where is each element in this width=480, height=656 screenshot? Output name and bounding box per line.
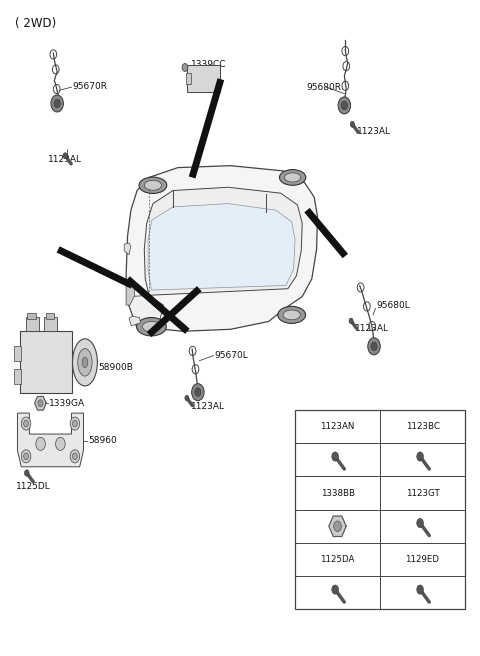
Circle shape <box>341 101 348 110</box>
Bar <box>295 410 465 609</box>
Polygon shape <box>329 516 346 537</box>
Circle shape <box>368 338 380 355</box>
Polygon shape <box>124 243 131 255</box>
Circle shape <box>417 452 423 461</box>
Bar <box>14 369 21 384</box>
Ellipse shape <box>144 180 161 190</box>
Circle shape <box>51 95 63 112</box>
Circle shape <box>338 97 350 114</box>
Text: 95680L: 95680L <box>376 300 410 310</box>
Circle shape <box>21 417 31 430</box>
Bar <box>25 317 39 331</box>
Bar <box>27 313 36 319</box>
Circle shape <box>36 438 45 451</box>
Circle shape <box>38 400 43 407</box>
Polygon shape <box>129 316 141 326</box>
Circle shape <box>195 388 201 396</box>
Text: 95670L: 95670L <box>215 351 248 360</box>
Polygon shape <box>126 282 135 305</box>
Polygon shape <box>17 413 84 467</box>
Ellipse shape <box>278 306 306 323</box>
Circle shape <box>72 453 77 460</box>
Text: 1123AL: 1123AL <box>48 155 82 164</box>
Text: 1125DL: 1125DL <box>16 482 51 491</box>
Circle shape <box>349 318 353 323</box>
Ellipse shape <box>139 177 167 194</box>
Ellipse shape <box>72 338 97 386</box>
Circle shape <box>417 585 423 594</box>
Polygon shape <box>148 203 295 290</box>
Polygon shape <box>35 396 46 410</box>
Ellipse shape <box>137 318 166 336</box>
Bar <box>46 313 54 319</box>
Circle shape <box>332 585 338 594</box>
Text: 1123AL: 1123AL <box>357 127 391 136</box>
Text: 1338BB: 1338BB <box>321 489 355 497</box>
Ellipse shape <box>279 170 306 185</box>
Polygon shape <box>144 187 302 295</box>
Ellipse shape <box>283 310 300 320</box>
Text: 58900B: 58900B <box>98 363 133 372</box>
Polygon shape <box>126 166 318 331</box>
Text: 58960: 58960 <box>88 436 117 445</box>
Text: 1123GT: 1123GT <box>406 489 439 497</box>
Text: 1123BC: 1123BC <box>406 422 439 431</box>
Text: 1123AL: 1123AL <box>355 323 389 333</box>
Text: 1129ED: 1129ED <box>406 555 440 564</box>
Bar <box>20 331 72 394</box>
Ellipse shape <box>143 321 160 332</box>
Circle shape <box>63 153 67 159</box>
Bar <box>186 73 191 85</box>
Circle shape <box>417 518 423 527</box>
Text: 1339CC: 1339CC <box>191 60 227 70</box>
Circle shape <box>54 99 60 108</box>
Ellipse shape <box>82 357 88 367</box>
Text: ( 2WD): ( 2WD) <box>15 17 56 30</box>
Circle shape <box>371 342 377 350</box>
Text: 1123AL: 1123AL <box>191 402 225 411</box>
Circle shape <box>185 396 189 401</box>
Ellipse shape <box>285 173 301 182</box>
Bar <box>44 317 57 331</box>
Bar <box>14 346 21 361</box>
Bar <box>187 65 220 92</box>
Circle shape <box>332 452 338 461</box>
Polygon shape <box>129 295 163 328</box>
Circle shape <box>24 453 28 460</box>
Text: 1123AN: 1123AN <box>320 422 355 431</box>
Circle shape <box>24 420 28 427</box>
Circle shape <box>192 384 204 401</box>
Circle shape <box>56 438 65 451</box>
Text: 95670R: 95670R <box>72 82 108 91</box>
Text: 1339GA: 1339GA <box>48 399 84 408</box>
Circle shape <box>72 420 77 427</box>
Text: 95690: 95690 <box>191 76 220 85</box>
Text: 95680R: 95680R <box>306 83 341 92</box>
Circle shape <box>70 417 80 430</box>
Circle shape <box>70 450 80 463</box>
Ellipse shape <box>78 348 92 376</box>
Text: 1125DA: 1125DA <box>320 555 355 564</box>
Circle shape <box>21 450 31 463</box>
Circle shape <box>350 121 355 127</box>
Circle shape <box>334 521 341 531</box>
Circle shape <box>182 64 188 72</box>
Circle shape <box>24 470 29 476</box>
